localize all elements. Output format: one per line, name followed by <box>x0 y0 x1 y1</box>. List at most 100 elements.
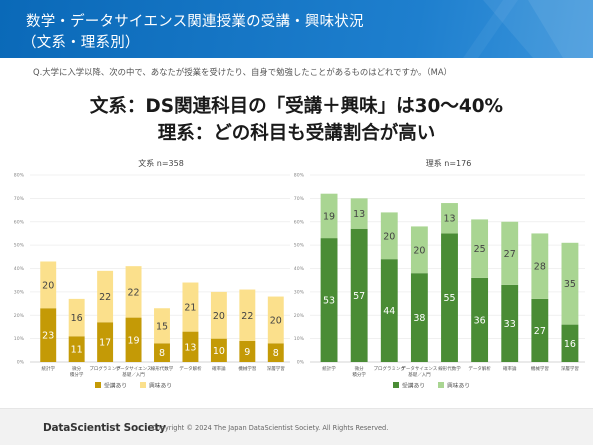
y-tick-label: 10% <box>294 336 305 342</box>
bar-bunkei-interest <box>97 270 114 323</box>
bar-bunkei-interest <box>154 308 170 344</box>
x-tick-label: 積分学 <box>352 371 366 378</box>
data-label: 22 <box>128 287 140 298</box>
y-tick-label: 50% <box>294 243 305 249</box>
bar-bunkei-interest <box>125 266 142 318</box>
data-label: 21 <box>184 303 196 314</box>
data-label: 8 <box>273 348 279 359</box>
bar-rikei-interest <box>471 219 489 278</box>
bar-rikei-taken <box>531 298 549 362</box>
x-tick-label: 積分学 <box>70 371 84 378</box>
data-label: 20 <box>270 315 282 326</box>
y-tick-label: 60% <box>294 219 305 225</box>
charts-area: 文系 n=358 0% 10% 20% 30% 40% 50% 60% 70% 80% 23 20 統計… <box>14 158 585 390</box>
legend-label-rikei: 興味あり <box>447 382 470 390</box>
data-label: 55 <box>443 293 455 304</box>
y-tick-label: 30% <box>14 289 25 295</box>
bar-bunkei-taken <box>40 308 57 362</box>
footer-logo: DataScientist Society <box>43 422 166 434</box>
data-label: 20 <box>383 231 395 242</box>
bar-bunkei-interest <box>210 291 227 339</box>
bar-rikei-interest <box>410 226 428 274</box>
data-label: 27 <box>504 249 516 260</box>
footer-copyright: Copyright © 2024 The Japan DataScientist… <box>152 424 389 432</box>
legend-swatch-bunkei <box>95 382 101 388</box>
bar-rikei-interest <box>350 198 368 229</box>
legend-label-bunkei: 興味あり <box>149 382 172 390</box>
data-label: 22 <box>99 292 111 303</box>
footer: DataScientist Society Copyright © 2024 T… <box>0 408 593 445</box>
data-label: 57 <box>353 291 365 302</box>
y-tick-label: 50% <box>14 243 25 249</box>
bar-bunkei-interest <box>182 282 199 332</box>
data-label: 33 <box>504 319 516 330</box>
legend-swatch-rikei <box>438 382 444 388</box>
x-tick-label: 確率論 <box>503 365 517 372</box>
bar-bunkei-interest <box>68 298 85 337</box>
x-tick-label: プログラミング <box>374 365 406 372</box>
data-label: 20 <box>413 245 425 256</box>
headline-bunkei: 文系：DS関連科目の「受講＋興味」は30～40% <box>89 96 504 117</box>
x-tick-label: 基礎／入門 <box>408 371 431 378</box>
chart-title-bunkei: 文系 n=358 <box>138 158 184 168</box>
data-label: 13 <box>443 214 455 225</box>
bar-rikei-interest <box>441 203 458 234</box>
data-label: 13 <box>353 209 365 220</box>
data-label: 13 <box>184 342 196 353</box>
y-tick-label: 40% <box>14 266 25 272</box>
x-tick-label: 統計学 <box>41 365 55 372</box>
x-tick-label: データ解析 <box>468 365 491 372</box>
data-label: 9 <box>244 347 250 358</box>
bar-rikei-taken <box>350 228 368 362</box>
bar-bunkei-taken <box>125 317 142 362</box>
bar-rikei-taken <box>441 233 458 362</box>
legend-swatch-bunkei <box>140 382 146 388</box>
bar-rikei-taken <box>320 238 338 362</box>
legend-swatch-rikei <box>393 382 399 388</box>
data-label: 53 <box>323 296 335 307</box>
data-label: 25 <box>474 244 486 255</box>
bar-rikei-taken <box>471 277 489 362</box>
data-label: 16 <box>71 313 83 324</box>
bar-bunkei-interest <box>239 289 256 341</box>
data-label: 8 <box>159 348 165 359</box>
data-label: 10 <box>213 346 225 357</box>
data-label: 36 <box>474 315 486 326</box>
x-tick-label: 線形代数学 <box>438 365 461 372</box>
x-tick-label: データ解析 <box>179 365 202 372</box>
y-tick-label: 60% <box>14 219 25 225</box>
y-tick-label: 80% <box>294 173 305 179</box>
bar-rikei-interest <box>501 221 519 285</box>
y-tick-label: 0% <box>17 360 25 366</box>
legend-label-rikei: 受講あり <box>402 382 425 390</box>
data-label: 20 <box>213 311 225 322</box>
bar-bunkei-taken <box>68 336 85 362</box>
x-tick-label: データサイエンス <box>401 365 437 372</box>
bar-bunkei-taken <box>182 331 199 362</box>
legend-label-bunkei: 受講あり <box>104 382 127 390</box>
y-tick-label: 80% <box>14 173 25 179</box>
x-tick-label: 深層学習 <box>267 365 285 372</box>
survey-question: Q.大学に入学以降、次の中で、あなたが授業を受けたり、自身で勉強したことがあるも… <box>33 67 452 77</box>
y-tick-label: 40% <box>294 266 305 272</box>
page-title: 数学・データサイエンス関連授業の受講・興味状況 <box>26 14 364 30</box>
bar-rikei-interest <box>320 193 338 239</box>
y-tick-label: 20% <box>14 313 25 319</box>
bar-rikei-interest <box>531 233 549 299</box>
x-tick-label: 機械学習 <box>238 365 256 372</box>
bar-rikei-taken <box>410 273 428 362</box>
bar-rikei-taken <box>561 324 579 362</box>
data-label: 20 <box>42 280 54 291</box>
y-tick-label: 70% <box>294 196 305 202</box>
x-tick-label: プログラミング <box>89 365 121 372</box>
y-tick-label: 70% <box>14 196 25 202</box>
page-subtitle: （文系・理系別） <box>22 35 140 51</box>
header-decoration <box>463 0 593 58</box>
x-tick-label: 機械学習 <box>531 365 549 372</box>
y-tick-label: 30% <box>294 289 305 295</box>
data-label: 11 <box>71 345 83 356</box>
x-tick-label: 統計学 <box>322 365 336 372</box>
x-tick-label: 深層学習 <box>561 365 579 372</box>
data-label: 23 <box>42 331 54 342</box>
data-label: 38 <box>413 313 425 324</box>
